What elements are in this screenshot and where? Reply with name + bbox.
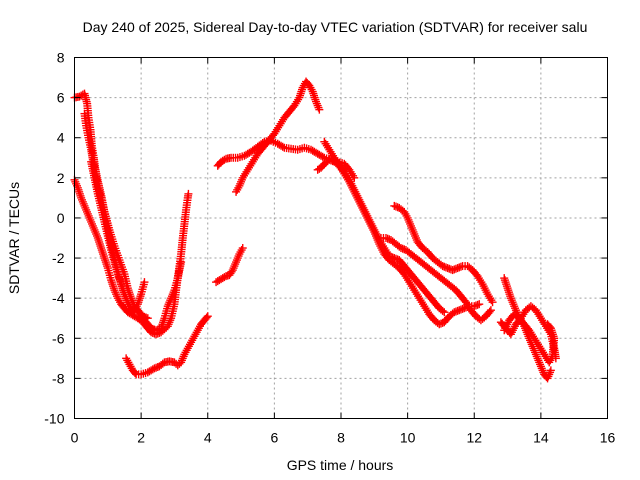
data-point-marker xyxy=(227,267,236,276)
x-tick-label: 6 xyxy=(270,430,278,446)
series-track-p xyxy=(500,310,559,367)
data-point-marker xyxy=(202,313,211,322)
series-track-l xyxy=(376,234,495,325)
y-tick-label: 8 xyxy=(57,50,65,66)
y-axis-label: SDTVAR / TECUs xyxy=(6,182,22,294)
data-point-marker xyxy=(543,320,552,329)
data-point-marker xyxy=(318,152,327,161)
data-point-marker xyxy=(486,306,495,315)
y-tick-label: 2 xyxy=(57,170,65,186)
x-tick-label: 14 xyxy=(533,430,549,446)
data-point-marker xyxy=(544,321,553,330)
x-tick-label: 10 xyxy=(400,430,416,446)
y-tick-label: -10 xyxy=(44,411,64,427)
data-point-marker xyxy=(177,258,186,267)
y-tick-label: -8 xyxy=(52,370,65,386)
data-point-marker xyxy=(140,278,149,287)
x-axis-label: GPS time / hours xyxy=(287,457,394,473)
series-track-c xyxy=(70,175,193,339)
series-track-g xyxy=(212,244,247,287)
x-tick-label: 16 xyxy=(600,430,616,446)
data-point-marker xyxy=(184,189,193,198)
data-point-marker xyxy=(438,306,447,315)
axis-ticks: 0 2 4 6 8 10 12 14 16 -10 -8 -6 -4 -2 0 2 4 6 8 xyxy=(44,50,615,446)
data-point-marker xyxy=(315,105,324,114)
data-marks xyxy=(70,77,560,383)
data-point-marker xyxy=(475,300,484,309)
x-tick-label: 0 xyxy=(71,430,79,446)
data-point-marker xyxy=(203,312,212,321)
series-track-m xyxy=(390,201,497,307)
y-tick-label: -2 xyxy=(52,250,65,266)
gridlines xyxy=(74,57,608,419)
x-tick-label: 8 xyxy=(337,430,345,446)
y-tick-label: 6 xyxy=(57,90,65,106)
series-track-f xyxy=(122,312,212,379)
x-tick-label: 2 xyxy=(137,430,145,446)
series-track-e xyxy=(137,258,186,335)
y-tick-label: 4 xyxy=(57,130,65,146)
series-track-i xyxy=(232,77,324,196)
data-point-marker xyxy=(546,366,555,375)
data-point-marker xyxy=(485,307,494,316)
y-tick-label: -6 xyxy=(52,330,65,346)
data-point-marker xyxy=(238,244,247,253)
data-point-marker xyxy=(131,369,140,378)
data-point-marker xyxy=(488,298,497,307)
data-point-marker xyxy=(278,142,287,151)
y-tick-label: -4 xyxy=(52,290,65,306)
chart-title: Day 240 of 2025, Sidereal Day-to-day VTE… xyxy=(83,19,588,35)
y-tick-label: 0 xyxy=(57,210,65,226)
x-tick-label: 12 xyxy=(466,430,482,446)
x-tick-label: 4 xyxy=(204,430,212,446)
series-track-d xyxy=(87,157,149,315)
data-point-marker xyxy=(440,308,449,317)
